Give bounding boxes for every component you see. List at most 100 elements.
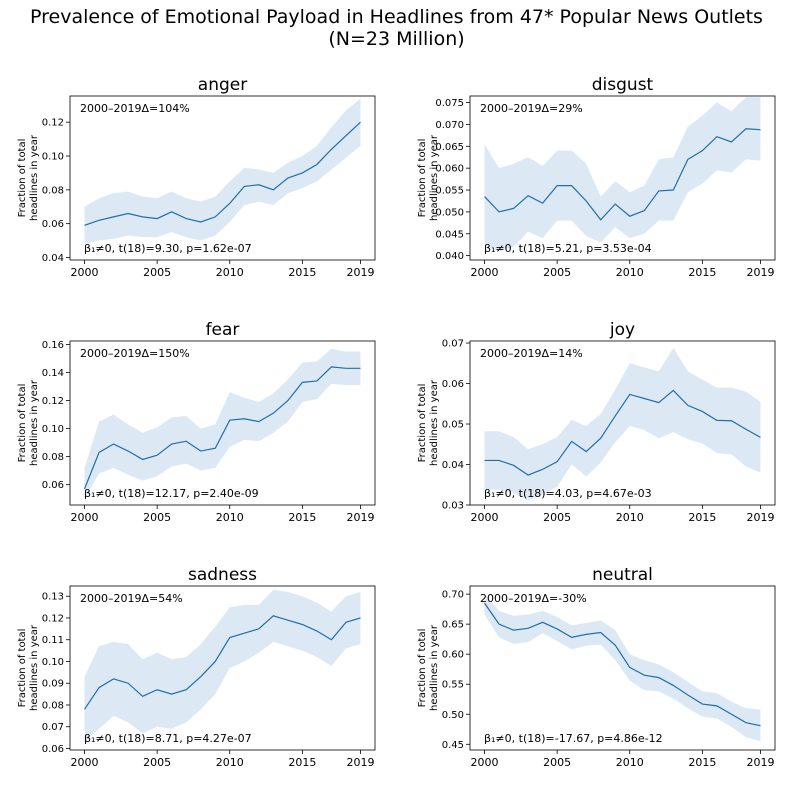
y-tick-label: 0.12 bbox=[42, 613, 64, 624]
x-tick-label: 2005 bbox=[143, 756, 171, 769]
x-tick-label: 2019 bbox=[746, 511, 774, 524]
y-axis-label-line2: headlines in year bbox=[29, 379, 40, 466]
x-tick-label: 2019 bbox=[746, 266, 774, 279]
confidence-band bbox=[84, 348, 361, 499]
x-tick-label: 2010 bbox=[216, 266, 244, 279]
series-line bbox=[84, 121, 361, 226]
y-tick-label: 0.06 bbox=[42, 219, 64, 230]
y-tick-label: 0.070 bbox=[435, 120, 464, 131]
subplot-title: neutral bbox=[592, 565, 653, 585]
delta-annotation: 2000–2019Δ=150% bbox=[80, 347, 190, 360]
y-axis-label-line1: Fraction of total bbox=[417, 139, 428, 218]
y-tick-label: 0.06 bbox=[42, 480, 64, 491]
y-tick-label: 0.065 bbox=[435, 142, 464, 153]
x-tick-label: 2000 bbox=[71, 756, 99, 769]
figure-subtitle: (N=23 Million) bbox=[328, 28, 465, 50]
y-tick-label: 0.07 bbox=[442, 339, 464, 350]
y-tick-label: 0.06 bbox=[442, 379, 464, 390]
regression-annotation: β₁≠0, t(18)=-17.67, p=4.86e-12 bbox=[484, 732, 663, 745]
y-tick-label: 0.04 bbox=[442, 460, 464, 471]
y-tick-label: 0.14 bbox=[42, 368, 64, 379]
y-axis-label-line1: Fraction of total bbox=[417, 629, 428, 708]
figure-title: Prevalence of Emotional Payload in Headl… bbox=[30, 6, 763, 28]
x-tick-label: 2015 bbox=[288, 756, 316, 769]
x-tick-label: 2010 bbox=[216, 756, 244, 769]
y-tick-label: 0.12 bbox=[42, 396, 64, 407]
x-tick-label: 2015 bbox=[688, 266, 716, 279]
series-line bbox=[83, 366, 361, 490]
y-tick-label: 0.10 bbox=[42, 657, 64, 668]
subplot-title: anger bbox=[198, 75, 247, 95]
y-tick-label: 0.06 bbox=[42, 744, 64, 755]
x-tick-label: 2010 bbox=[616, 266, 644, 279]
x-tick-label: 2005 bbox=[143, 511, 171, 524]
confidence-band bbox=[484, 97, 761, 252]
subplot-title: sadness bbox=[188, 565, 257, 585]
delta-annotation: 2000–2019Δ=54% bbox=[80, 592, 183, 605]
y-tick-label: 0.55 bbox=[442, 680, 464, 691]
axes-frame bbox=[469, 95, 776, 261]
series-line bbox=[484, 602, 761, 727]
delta-annotation: 2000–2019Δ=14% bbox=[480, 347, 583, 360]
chart-joy: 2000 2005 2010 2015 2019 0.03 0.04 0.05 0.06 0.07… bbox=[417, 320, 776, 524]
series-line bbox=[84, 615, 361, 710]
chart-neutral: 2000 2005 2010 2015 2019 0.45 0.50 0.55 0.60 0.65… bbox=[417, 565, 776, 769]
regression-annotation: β₁≠0, t(18)=9.30, p=1.62e-07 bbox=[84, 242, 252, 255]
y-axis-label-line1: Fraction of total bbox=[417, 384, 428, 463]
y-tick-label: 0.07 bbox=[42, 722, 64, 733]
x-tick-label: 2015 bbox=[288, 511, 316, 524]
x-tick-label: 2010 bbox=[216, 511, 244, 524]
y-tick-label: 0.10 bbox=[42, 424, 64, 435]
x-tick-label: 2015 bbox=[688, 756, 716, 769]
y-tick-label: 0.65 bbox=[442, 620, 464, 631]
y-tick-label: 0.09 bbox=[42, 679, 64, 690]
regression-annotation: β₁≠0, t(18)=4.03, p=4.67e-03 bbox=[484, 487, 652, 500]
y-tick-label: 0.12 bbox=[42, 118, 64, 129]
y-axis-label-line1: Fraction of total bbox=[17, 384, 28, 463]
y-tick-label: 0.13 bbox=[42, 592, 64, 603]
regression-annotation: β₁≠0, t(18)=5.21, p=3.53e-04 bbox=[484, 242, 652, 255]
y-tick-label: 0.08 bbox=[42, 185, 64, 196]
chart-disgust: 2000 2005 2010 2015 2019 0.040 0.045 0.050 0.055… bbox=[417, 75, 776, 279]
x-tick-label: 2010 bbox=[616, 511, 644, 524]
confidence-band bbox=[484, 347, 761, 501]
y-tick-label: 0.60 bbox=[442, 650, 464, 661]
x-tick-label: 2005 bbox=[543, 511, 571, 524]
y-tick-label: 0.075 bbox=[435, 98, 464, 109]
regression-annotation: β₁≠0, t(18)=12.17, p=2.40e-09 bbox=[84, 487, 259, 500]
x-tick-label: 2000 bbox=[71, 266, 99, 279]
axes-frame bbox=[469, 585, 776, 751]
y-tick-label: 0.50 bbox=[442, 710, 464, 721]
chart-anger: 2000 2005 2010 2015 2019 0.04 0.06 0.08 0.10 0.12… bbox=[17, 75, 376, 279]
delta-annotation: 2000–2019Δ=104% bbox=[80, 102, 190, 115]
y-tick-label: 0.10 bbox=[42, 152, 64, 163]
x-tick-label: 2019 bbox=[346, 511, 374, 524]
confidence-band bbox=[84, 98, 361, 244]
x-tick-label: 2010 bbox=[616, 756, 644, 769]
y-tick-label: 0.08 bbox=[42, 700, 64, 711]
y-tick-label: 0.03 bbox=[442, 501, 464, 512]
confidence-band bbox=[484, 594, 761, 742]
y-tick-label: 0.040 bbox=[435, 251, 464, 262]
x-tick-label: 2000 bbox=[471, 756, 499, 769]
x-tick-label: 2005 bbox=[143, 266, 171, 279]
subplot-title: joy bbox=[609, 320, 635, 340]
series-line bbox=[484, 389, 761, 476]
axes-frame bbox=[69, 95, 376, 261]
y-tick-label: 0.050 bbox=[435, 207, 464, 218]
subplot-title: fear bbox=[206, 320, 240, 340]
regression-annotation: β₁≠0, t(18)=8.71, p=4.27e-07 bbox=[84, 732, 252, 745]
y-axis-label-line2: headlines in year bbox=[29, 624, 40, 711]
x-tick-label: 2019 bbox=[346, 756, 374, 769]
y-tick-label: 0.16 bbox=[42, 340, 64, 351]
axes-frame bbox=[69, 585, 376, 751]
x-tick-label: 2005 bbox=[543, 756, 571, 769]
y-axis-label-line2: headlines in year bbox=[429, 379, 440, 466]
x-tick-label: 2019 bbox=[346, 266, 374, 279]
y-tick-label: 0.08 bbox=[42, 452, 64, 463]
confidence-band bbox=[84, 589, 361, 742]
chart-sadness: 2000 2005 2010 2015 2019 0.06 0.07 0.08 0.09 0.10… bbox=[17, 565, 376, 769]
axes-frame bbox=[469, 340, 776, 506]
y-tick-label: 0.04 bbox=[42, 253, 64, 264]
